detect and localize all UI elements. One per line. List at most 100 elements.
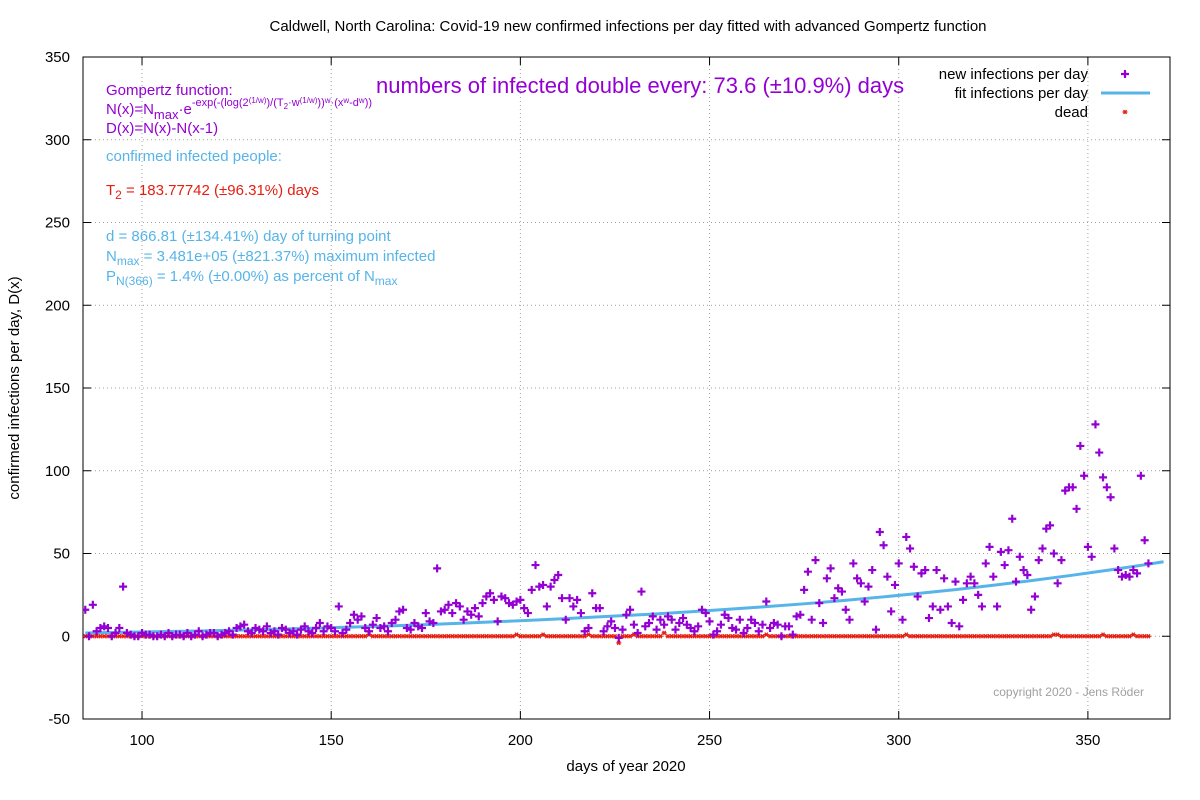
infection-point	[762, 597, 771, 606]
legend-swatch	[1121, 70, 1129, 78]
fit-parameters: d = 866.81 (±134.41%) day of turning poi…	[106, 228, 435, 288]
infection-point	[88, 600, 97, 609]
copyright: copyright 2020 - Jens Röder	[993, 685, 1144, 699]
formula-part: w	[324, 96, 331, 105]
x-tick-label: 300	[886, 732, 911, 749]
infection-point	[368, 620, 377, 629]
infection-point	[406, 625, 415, 634]
infection-point	[951, 577, 960, 586]
infection-point	[652, 625, 661, 634]
formula-part: -d	[349, 97, 359, 109]
dead-point	[760, 633, 766, 639]
y-tick-label: 250	[45, 215, 70, 232]
infection-point	[701, 609, 710, 618]
x-tick-label: 350	[1075, 732, 1100, 749]
x-tick-label: 150	[319, 732, 344, 749]
infection-point	[516, 595, 525, 604]
infection-point	[1076, 441, 1085, 450]
infection-point	[1034, 556, 1043, 565]
y-tick-label: 50	[53, 546, 70, 563]
infection-point	[603, 622, 612, 631]
y-tick-label: -50	[48, 711, 70, 728]
infection-point	[478, 599, 487, 608]
infection-point	[716, 620, 725, 629]
infection-point	[981, 559, 990, 568]
annotation-part: max	[375, 274, 398, 288]
infection-point	[399, 605, 408, 614]
infection-point	[667, 615, 676, 624]
infection-point	[365, 627, 374, 636]
annotation-part: max	[117, 254, 140, 268]
gompertz-formula: Gompertz function: N(x)=Nmax·e-exp(-(log…	[106, 82, 372, 137]
infection-point	[1072, 504, 1081, 513]
dead-point	[657, 633, 663, 639]
chart-title: Caldwell, North Carolina: Covid-19 new c…	[269, 18, 986, 35]
infection-point	[758, 620, 767, 629]
infection-point	[853, 574, 862, 583]
infection-point	[819, 619, 828, 628]
infection-point	[493, 617, 502, 626]
infection-point	[531, 561, 540, 570]
infection-point	[1106, 493, 1115, 502]
x-axis-label: days of year 2020	[566, 758, 685, 775]
infection-point	[690, 627, 699, 636]
infection-point	[626, 605, 635, 614]
infection-point	[319, 627, 328, 636]
infection-point	[902, 532, 911, 541]
infection-point	[380, 622, 389, 631]
infection-point	[977, 602, 986, 611]
annotation-part: = 3.481e+05 (±821.37%) maximum infected	[140, 248, 436, 265]
infection-point	[694, 622, 703, 631]
formula-part: w	[358, 96, 365, 105]
infection-point	[750, 619, 759, 628]
infection-point	[785, 622, 794, 631]
infection-point	[418, 623, 427, 632]
doubling-annotation: numbers of infected double every: 73.6 (…	[376, 73, 904, 98]
infection-point	[1080, 471, 1089, 480]
legend-swatch	[1122, 109, 1128, 115]
infection-point	[103, 623, 112, 632]
infection-point	[637, 587, 646, 596]
infection-point	[83, 605, 90, 614]
annotation-part: N(366)	[116, 274, 153, 288]
infection-point	[883, 572, 892, 581]
annotation: Nmax = 3.481e+05 (±821.37%) maximum infe…	[106, 248, 435, 268]
infection-point	[1136, 471, 1145, 480]
infection-point	[822, 574, 831, 583]
dead-point	[763, 632, 769, 637]
infection-point	[573, 595, 582, 604]
dead-point	[1145, 633, 1151, 639]
annotation-part: = 1.4% (±0.00%) as percent of N	[153, 268, 375, 285]
infection-point	[554, 571, 563, 580]
infection-point	[879, 541, 888, 550]
formula-part: ))	[317, 97, 324, 109]
infection-point	[629, 620, 638, 629]
formula-part: max	[154, 107, 179, 122]
dead-point	[903, 632, 909, 637]
infection-point	[542, 602, 551, 611]
dead-point	[1127, 633, 1133, 639]
infection-point	[561, 615, 570, 624]
infection-point	[576, 609, 585, 618]
infection-point	[656, 615, 665, 624]
infection-point	[459, 615, 468, 624]
infection-point	[679, 614, 688, 623]
formula-part: ·e	[178, 101, 191, 118]
y-tick-label: 0	[62, 628, 70, 645]
infection-point	[788, 630, 797, 639]
annotation: PN(366) = 1.4% (±0.00%) as percent of Nm…	[106, 268, 397, 288]
plot-marks	[83, 420, 1164, 646]
infection-point	[645, 619, 654, 628]
infection-point	[633, 628, 642, 637]
dead-point	[627, 633, 633, 639]
legend: new infections per day fit infections per…	[939, 66, 1150, 121]
infection-point	[648, 612, 657, 621]
infection-point	[501, 594, 510, 603]
infection-point	[841, 605, 850, 614]
infection-point	[440, 605, 449, 614]
infection-point	[660, 620, 669, 629]
infection-point	[856, 579, 865, 588]
infection-point	[1000, 561, 1009, 570]
formula-part: 2	[284, 102, 289, 111]
infection-point	[959, 595, 968, 604]
